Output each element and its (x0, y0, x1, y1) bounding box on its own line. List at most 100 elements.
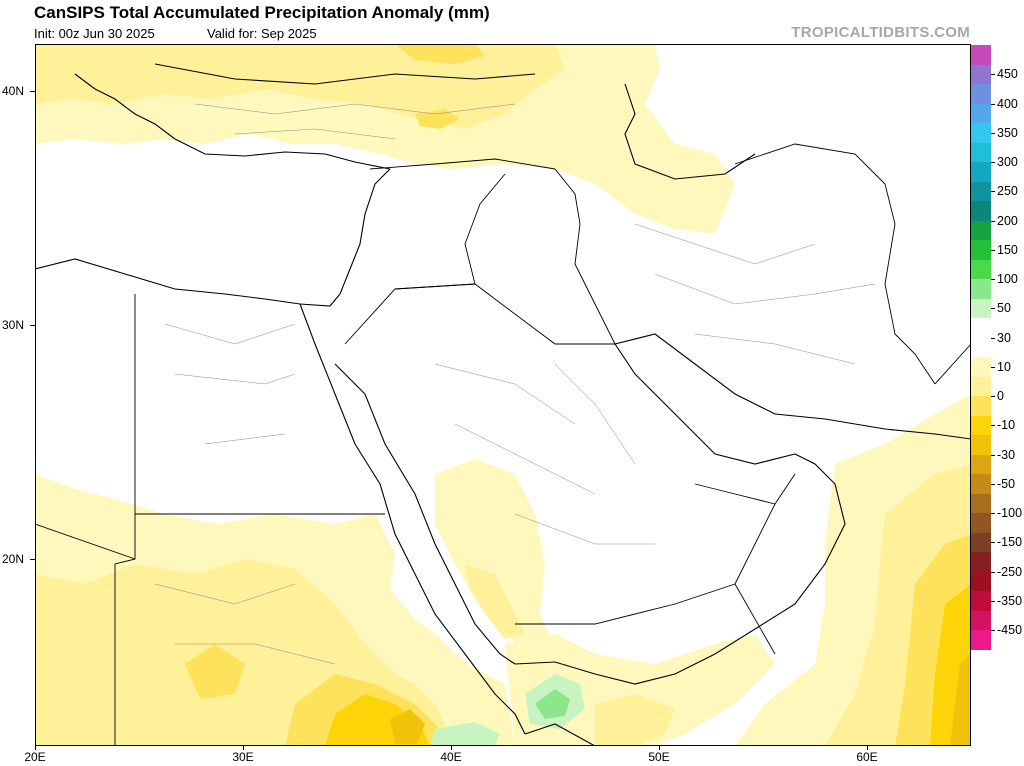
valid-time: Valid for: Sep 2025 (207, 26, 317, 41)
colorbar-swatch (971, 415, 991, 435)
colorbar-label: 10 (997, 359, 1011, 374)
colorbar-tick (991, 600, 995, 602)
lon-label-40e: 40E (440, 750, 462, 764)
colorbar-label: 450 (997, 67, 1018, 82)
colorbar-label: 50 (997, 301, 1011, 316)
colorbar-tick (991, 220, 995, 222)
init-time: Init: 00z Jun 30 2025 (34, 26, 155, 41)
colorbar-label: 250 (997, 184, 1018, 199)
border-iraq-syria (464, 173, 506, 285)
colorbar-tick (991, 162, 995, 163)
colorbar (971, 45, 991, 650)
colorbar-tick (991, 366, 995, 368)
colorbar-swatch (971, 591, 991, 611)
colorbar-label: -10 (997, 418, 1016, 433)
colorbar-swatch (971, 220, 991, 240)
border-yemen-oman (734, 583, 776, 655)
colorbar-swatch (971, 337, 991, 357)
border-saudi-oman (734, 473, 796, 585)
dry-patch-north-2 (395, 44, 485, 64)
province-lines-egypt (164, 323, 296, 445)
colorbar-label: -250 (997, 564, 1023, 579)
dry-region-hejaz (435, 459, 555, 664)
colorbar-label: -350 (997, 593, 1023, 608)
colorbar-swatch (971, 571, 991, 591)
dry-patch-north-1 (35, 44, 565, 129)
coastline-black-sea (154, 63, 536, 85)
colorbar-swatch (971, 279, 991, 299)
coastline-gulf-of-aden (514, 628, 756, 685)
colorbar-swatch (971, 162, 991, 182)
coastline-red-sea-west (299, 303, 526, 735)
coastline-persian-gulf (614, 343, 796, 465)
coastline-mediterranean (35, 168, 391, 307)
border-saudi-iraq (394, 283, 615, 345)
lat-tick-30n (30, 325, 35, 326)
border-turkey-syria (369, 158, 556, 170)
colorbar-label: 30 (997, 330, 1011, 345)
coastline-oman (754, 453, 846, 630)
colorbar-tick (991, 425, 995, 427)
colorbar-swatch (971, 103, 991, 123)
border-libya-west (35, 523, 136, 560)
coastline-turkey-south (174, 138, 391, 170)
dry-patch-africa-2 (185, 644, 245, 699)
colorbar-tick (991, 103, 995, 105)
colorbar-swatch (971, 142, 991, 162)
lon-tick-20e (35, 746, 36, 750)
colorbar-label: -100 (997, 506, 1023, 520)
colorbar-swatch (971, 45, 991, 65)
colorbar-label: -50 (997, 476, 1016, 491)
border-saudi-yemen (515, 583, 736, 625)
colorbar-swatch (971, 630, 991, 650)
lon-tick-40e (451, 746, 452, 750)
colorbar-swatch (971, 376, 991, 396)
colorbar-swatch (971, 610, 991, 630)
colorbar-tick (991, 483, 995, 485)
colorbar-swatch (971, 357, 991, 377)
coastline-iran-south (614, 333, 971, 440)
colorbar-tick (991, 279, 995, 280)
colorbar-tick (991, 454, 995, 456)
map-title: CanSIPS Total Accumulated Precipitation … (34, 3, 490, 22)
lat-label-30n: 30N (2, 318, 25, 332)
colorbar-tick (991, 308, 995, 310)
colorbar-tick (991, 74, 995, 76)
province-borders (154, 103, 876, 665)
border-saudi-jordan (344, 283, 476, 345)
province-lines-turkey (194, 103, 516, 140)
border-iran-turkmenistan (734, 143, 886, 185)
colorbar-label: -30 (997, 447, 1016, 462)
colorbar-swatch (971, 123, 991, 143)
border-afghanistan-pakistan (934, 343, 971, 385)
lat-label-40n: 40N (2, 84, 25, 98)
brand-watermark: TROPICALTIDBITS.COM (791, 24, 970, 41)
colorbar-swatch (971, 552, 991, 572)
country-borders (35, 143, 971, 746)
dry-patch-hejaz (465, 564, 525, 639)
lon-label-20e: 20E (24, 750, 46, 764)
province-lines-saudi (434, 363, 655, 545)
lat-label-20n: 20N (2, 552, 25, 566)
colorbar-label: 150 (997, 242, 1018, 257)
colorbar-swatch (971, 396, 991, 416)
colorbar-swatch (971, 493, 991, 513)
colorbar-swatch (971, 513, 991, 533)
colorbar-swatch (971, 454, 991, 474)
colorbar-tick (991, 396, 995, 397)
colorbar-swatch (971, 318, 991, 338)
colorbar-tick (991, 249, 995, 251)
border-saudi-uae (694, 483, 776, 505)
colorbar-tick (991, 191, 995, 193)
colorbar-swatch (971, 435, 991, 455)
colorbar-tick (991, 542, 995, 544)
border-iran-afghanistan (884, 183, 936, 385)
province-lines-sudan (154, 583, 336, 665)
coastline-caspian (624, 83, 756, 180)
precipitation-anomaly-map (35, 44, 971, 746)
colorbar-label: 0 (997, 389, 1004, 403)
lat-tick-40n (30, 91, 35, 92)
colorbar-label: 350 (997, 125, 1018, 140)
dry-patch-arabian-sea-4 (950, 654, 971, 746)
colorbar-label: 400 (997, 96, 1018, 111)
